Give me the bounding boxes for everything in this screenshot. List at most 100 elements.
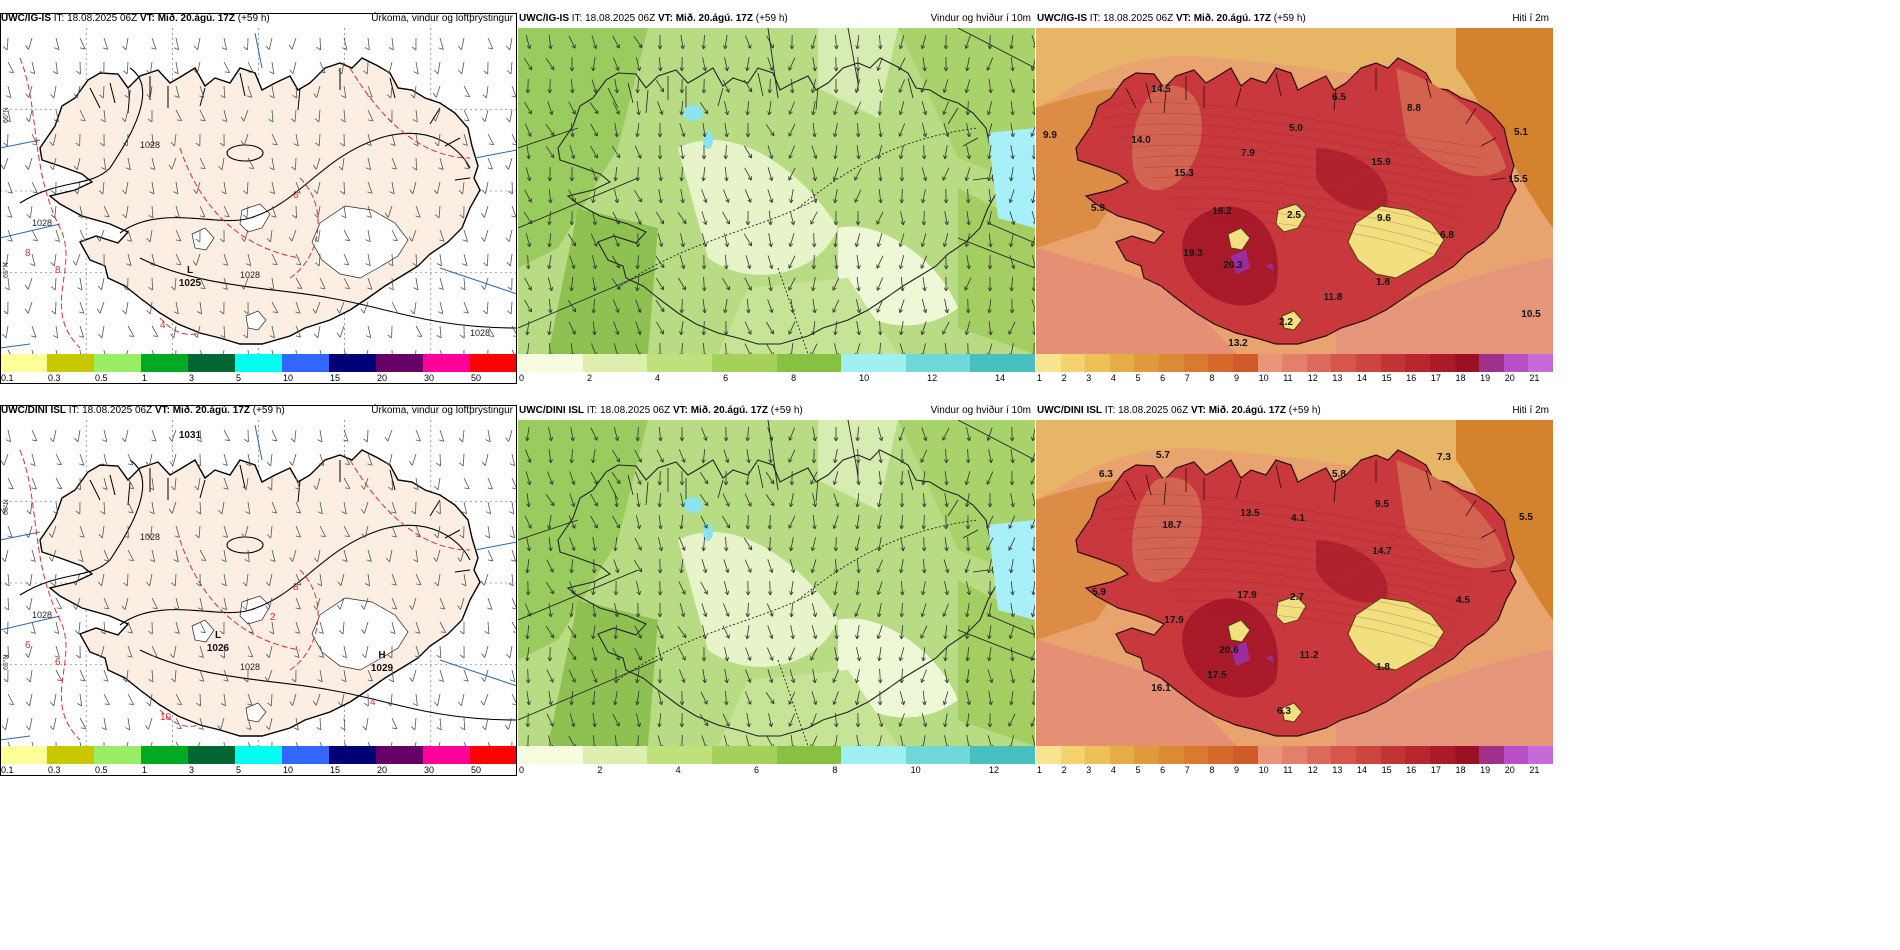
precip-tick-label: 3 <box>189 765 195 775</box>
pressure-center-marker: H <box>378 650 385 661</box>
temperature-tick-label: 8 <box>1209 765 1215 775</box>
temperature-tick-label: 20 <box>1504 765 1515 775</box>
wind-tick-label: 12 <box>927 373 938 383</box>
precip-color-swatch <box>235 746 283 764</box>
precip-tick-label: 20 <box>377 373 388 383</box>
temperature-tick-label: 5 <box>1135 373 1141 383</box>
temperature-value-label: 14.5 <box>1151 84 1171 95</box>
temperature-value-label: 17.9 <box>1164 615 1184 626</box>
wind-color-swatch <box>841 354 907 372</box>
lead-time: (+59 h) <box>752 13 788 24</box>
wind-color-swatch <box>711 746 777 764</box>
init-time: IT: 18.08.2025 06Z <box>1087 13 1176 24</box>
temperature-tick-label: 4 <box>1110 373 1116 383</box>
wind-color-swatch <box>518 746 584 764</box>
temperature-tick-label: 12 <box>1307 765 1318 775</box>
precip-colorbar: 0.1 0.3 0.5 1 3 5 10 15 20 30 50 <box>0 354 517 384</box>
temperature-color-swatch <box>1503 354 1529 372</box>
wind-tick-label: 4 <box>655 373 661 383</box>
temperature-value-label: 13.2 <box>1228 338 1248 349</box>
temperature-tick-label: 15 <box>1381 373 1392 383</box>
panel-header: UWC/DINI ISL IT: 18.08.2025 06Z VT: Mið.… <box>518 401 1035 420</box>
lead-time: (+59 h) <box>234 13 270 24</box>
temperature-tick-label: 7 <box>1184 373 1190 383</box>
precip-tick-label: 30 <box>424 373 435 383</box>
temperature-color-swatch <box>1331 354 1357 372</box>
temperature-value-label: 16.2 <box>1212 206 1232 217</box>
temperature-tick-label: 10 <box>1258 373 1269 383</box>
temperature-value-label: 9.5 <box>1375 499 1389 510</box>
header-run-info: UWC/IG-IS IT: 18.08.2025 06Z VT: Mið. 20… <box>1037 9 1306 28</box>
temperature-tick-label: 19 <box>1480 765 1491 775</box>
precip-color-swatch <box>94 746 142 764</box>
isobar-label: 1028 <box>240 270 260 280</box>
temperature-color-swatch <box>1060 746 1086 764</box>
temperature-value-label: 17.5 <box>1207 670 1227 681</box>
wind-tick-label: 2 <box>597 765 603 775</box>
temperature-color-swatch <box>1159 354 1185 372</box>
precip-tick-label: 15 <box>330 765 341 775</box>
model-name: UWC/DINI ISL <box>519 405 584 416</box>
temperature-value-label: 6.3 <box>1099 469 1113 480</box>
temperature-value-label: 8.8 <box>1407 103 1421 114</box>
precip-tick-label: 1 <box>142 765 148 775</box>
precip-panel: UWC/IG-IS IT: 18.08.2025 06Z VT: Mið. 20… <box>0 9 517 384</box>
temperature-tick-label: 17 <box>1430 765 1441 775</box>
temperature-color-swatch <box>1183 354 1209 372</box>
temperature-value-label: 6.5 <box>1332 92 1346 103</box>
temperature-map: 14.5 9.9 14.0 6.5 8.8 5.0 7.9 15.3 15.9 5.1 15.5 5.… <box>1036 28 1553 354</box>
temperature-value-label: 6.3 <box>1277 706 1291 717</box>
precip-contour-label: 8 <box>55 265 61 276</box>
precip-tick-label: 0.5 <box>95 765 108 775</box>
valid-time: VT: Mið. 20.ágú. 17Z <box>1190 405 1286 416</box>
precip-contour-label: 2 <box>270 612 276 623</box>
temperature-tick-label: 15 <box>1381 765 1392 775</box>
temperature-value-label: 2.7 <box>1290 592 1304 603</box>
temperature-value-label: 10.5 <box>1521 309 1541 320</box>
temperature-color-swatch <box>1085 746 1111 764</box>
wind-colorbar: 0 2 4 6 8 10 12 <box>518 746 1035 776</box>
wind-panel: UWC/IG-IS IT: 18.08.2025 06Z VT: Mið. 20… <box>518 9 1035 384</box>
wind-color-swatch <box>970 354 1035 372</box>
precip-tick-label: 0.3 <box>48 373 61 383</box>
temperature-color-swatch <box>1479 354 1505 372</box>
precip-color-swatch <box>188 746 236 764</box>
precip-contour-label: 4 <box>370 697 376 708</box>
precip-tick-label: 0.1 <box>1 373 14 383</box>
temperature-value-label: 5.8 <box>1332 469 1346 480</box>
precip-color-swatch <box>0 354 48 372</box>
temperature-value-label: 20.6 <box>1219 645 1239 656</box>
temperature-value-label: 5.9 <box>1091 203 1105 214</box>
precip-tick-label: 20 <box>377 765 388 775</box>
temperature-tick-label: 17 <box>1430 373 1441 383</box>
temperature-tick-label: 14 <box>1357 373 1368 383</box>
temperature-value-label: 5.7 <box>1156 450 1170 461</box>
temperature-value-label: 5.9 <box>1092 587 1106 598</box>
temperature-value-label: 1.8 <box>1376 277 1390 288</box>
precip-color-swatch <box>188 354 236 372</box>
wind-color-swatch <box>711 354 777 372</box>
isobar-label: 1028 <box>240 662 260 672</box>
precip-color-swatch <box>376 746 424 764</box>
temperature-color-swatch <box>1454 746 1480 764</box>
temperature-color-swatch <box>1429 354 1455 372</box>
wind-color-swatch <box>647 354 713 372</box>
temperature-tick-label: 9 <box>1233 765 1239 775</box>
temperature-color-swatch <box>1257 354 1283 372</box>
temperature-color-swatch <box>1380 746 1406 764</box>
header-run-info: UWC/DINI ISL IT: 18.08.2025 06Z VT: Mið.… <box>1037 401 1321 420</box>
header-run-info: UWC/IG-IS IT: 18.08.2025 06Z VT: Mið. 20… <box>1 9 270 28</box>
precip-color-swatch <box>282 746 330 764</box>
precip-contour-label: 8 <box>25 248 31 259</box>
temperature-color-swatch <box>1232 354 1259 372</box>
temperature-color-swatch <box>1257 746 1283 764</box>
isobar-label: 1028 <box>470 328 490 338</box>
temperature-color-swatch <box>1356 354 1382 372</box>
panel-header: UWC/DINI ISL IT: 18.08.2025 06Z VT: Mið.… <box>0 401 517 420</box>
valid-time: VT: Mið. 20.ágú. 17Z <box>657 13 753 24</box>
temperature-value-label: 14.7 <box>1372 546 1392 557</box>
temperature-tick-label: 13 <box>1332 373 1343 383</box>
wind-color-swatch <box>582 746 648 764</box>
wind-tick-label: 4 <box>675 765 681 775</box>
temperature-value-label: 13.5 <box>1240 508 1260 519</box>
